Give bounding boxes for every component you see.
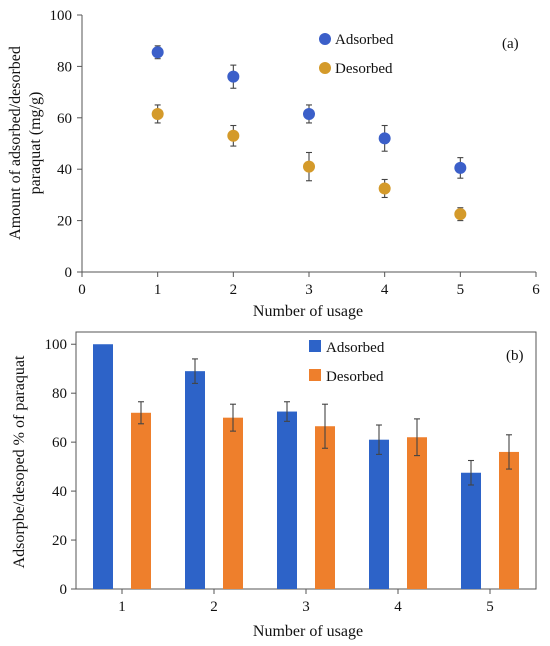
legend-adsorbed-swatch (309, 340, 321, 352)
panel-a-x-tick-label: 3 (305, 282, 313, 298)
legend-desorbed-swatch (309, 369, 321, 381)
panel-a-x-tick-label: 2 (230, 282, 238, 298)
panel-a-adsorbed-point (151, 46, 164, 59)
panel-a-x-axis-title: Number of usage (253, 303, 363, 320)
panel-a-desorbed-point (227, 129, 240, 142)
panel-b-x-tick-label: 1 (118, 599, 126, 615)
panel-b-y-tick-label: 20 (52, 533, 67, 549)
panel-a-tick-labels: 0 20 40 60 80 100 0 1 2 3 4 5 6 (50, 8, 541, 298)
panel-b-y-tick-label: 0 (60, 582, 68, 598)
panel-a-x-tick-label: 5 (457, 282, 465, 298)
panel-a-axes (77, 14, 537, 277)
panel-a-y-tick-label: 100 (50, 8, 73, 24)
panel-b-y-tick-label: 60 (52, 435, 67, 451)
panel-a-legend: Adsorbed Desorbed (319, 32, 394, 77)
panel-b-x-tick-label: 2 (210, 599, 218, 615)
panel-b-adsorbed-bar (93, 344, 113, 589)
panel-b-desorbed-bar (499, 451, 519, 589)
panel-a-y-tick-label: 60 (57, 111, 72, 127)
panel-a-adsorbed-point (303, 107, 315, 120)
panel-b-desorbed-bar (407, 437, 427, 589)
panel-a-y-tick-label: 20 (57, 214, 72, 230)
panel-b-desorbed-bar (223, 417, 243, 589)
panel-b-bar-chart: 0 20 40 60 80 100 1 2 3 4 5 Number of usage Adsorp… (11, 331, 537, 640)
panel-a-x-tick-label: 0 (78, 282, 86, 298)
panel-a-adsorbed-point (454, 161, 467, 174)
panel-b-y-tick-label: 40 (52, 484, 67, 500)
panel-b-adsorbed-bar (277, 411, 297, 589)
panel-b-adsorbed-bar (461, 472, 481, 589)
panel-b-axes (71, 331, 537, 594)
panel-b-x-tick-label: 3 (302, 599, 310, 615)
panel-a-y-axis-title-line1: Amount of adsorbed/desorbed (7, 46, 24, 240)
panel-a-desorbed-point (151, 107, 164, 120)
panel-b-adsorbed-bar (369, 439, 389, 589)
panel-b-y-tick-label: 100 (45, 337, 68, 353)
panel-b-x-tick-label: 4 (394, 599, 402, 615)
legend-adsorbed-label: Adsorbed (326, 340, 385, 356)
panel-b-desorbed-bar (315, 426, 335, 589)
panel-b-x-axis-title: Number of usage (253, 623, 363, 640)
panel-a-x-tick-label: 6 (532, 282, 540, 298)
legend-adsorbed-label: Adsorbed (335, 32, 394, 48)
panel-a-label: (a) (502, 36, 519, 52)
legend-desorbed-label: Desorbed (326, 369, 384, 385)
panel-a-desorbed-point (454, 208, 467, 221)
panel-b-legend: Adsorbed Desorbed (309, 340, 385, 385)
panel-a-adsorbed-point (378, 132, 391, 145)
panel-a-y-tick-label: 80 (57, 59, 72, 75)
legend-desorbed-marker (319, 62, 331, 74)
panel-b-x-tick-label: 5 (486, 599, 494, 615)
panel-a-y-tick-label: 0 (65, 265, 73, 281)
legend-desorbed-label: Desorbed (335, 61, 393, 77)
legend-adsorbed-marker (319, 33, 331, 45)
panel-b-data-marks (93, 344, 519, 589)
panel-a-adsorbed-point (227, 70, 240, 83)
panel-b-y-tick-label: 80 (52, 386, 67, 402)
panel-b-desorbed-bar (131, 412, 151, 589)
panel-a-x-tick-label: 1 (154, 282, 162, 298)
panel-a-x-tick-label: 4 (381, 282, 389, 298)
panel-b-adsorbed-bar (185, 371, 205, 589)
panel-a-scatter-chart: 0 20 40 60 80 100 0 1 2 3 4 5 6 Number of usage Amou… (7, 8, 540, 320)
panel-a-data-marks (151, 45, 467, 222)
panel-a-y-tick-label: 40 (57, 162, 72, 178)
panel-a-y-axis-title-line2: paraquat (mg/g) (27, 92, 44, 195)
panel-a-desorbed-point (378, 182, 391, 195)
panel-b-label: (b) (506, 348, 524, 364)
panel-a-desorbed-point (303, 160, 315, 173)
panel-b-tick-labels: 0 20 40 60 80 100 1 2 3 4 5 (45, 337, 494, 615)
panel-b-y-axis-title: Adsorpbe/desoped % of paraquat (11, 355, 28, 568)
